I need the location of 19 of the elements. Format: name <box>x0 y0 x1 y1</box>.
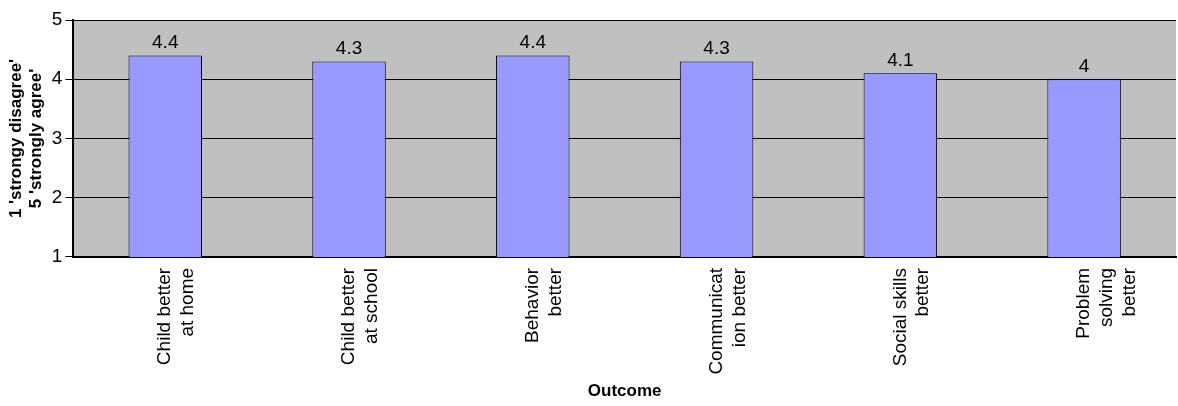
x-tick-label: Social skills better <box>888 267 933 367</box>
x-tick-label: Communicat ion better <box>704 267 749 375</box>
data-label: 4.1 <box>887 49 914 71</box>
data-label: 4.4 <box>152 31 179 53</box>
x-tick-label: Child better at school <box>337 267 382 366</box>
y-axis-title: 1 'strongy disagree' 5 'strongly agree' <box>5 58 46 219</box>
data-label: 4.3 <box>335 37 363 59</box>
data-label: 4 <box>1078 54 1090 76</box>
x-tick-label: Behavior better <box>521 267 565 343</box>
data-label: 4.3 <box>703 37 730 59</box>
y-tick-label: 2 <box>51 185 63 207</box>
x-axis-title: Outcome <box>587 381 662 401</box>
y-tick-label: 4 <box>51 67 63 89</box>
y-tick-label: 1 <box>51 245 63 267</box>
x-tick-label: Child better at home <box>153 267 198 366</box>
y-tick-label: 3 <box>51 126 63 148</box>
x-tick-label: Problem solving better <box>1072 267 1139 339</box>
y-tick-label: 5 <box>51 8 63 30</box>
data-label: 4.4 <box>519 31 547 53</box>
